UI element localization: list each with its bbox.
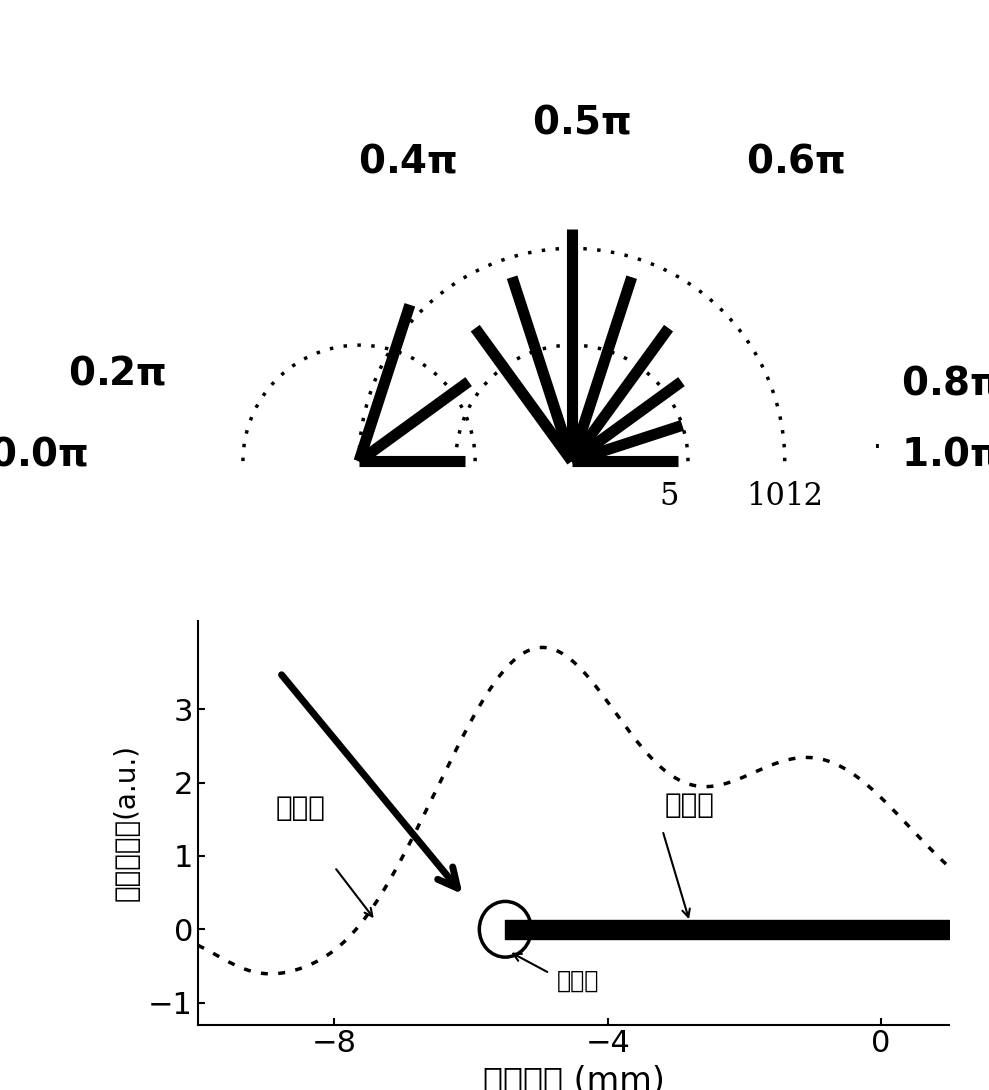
Text: $\mathbf{0.0\pi}$: $\mathbf{0.0\pi}$: [0, 437, 88, 474]
Text: .: .: [873, 426, 882, 453]
Text: $\mathbf{0.8\pi}$: $\mathbf{0.8\pi}$: [901, 365, 989, 402]
Text: 10: 10: [746, 481, 785, 511]
Y-axis label: 太赫兹幅度(a.u.): 太赫兹幅度(a.u.): [113, 744, 141, 901]
Text: 12: 12: [784, 481, 824, 511]
Text: 5: 5: [659, 481, 678, 511]
Text: $\mathbf{0.6\pi}$: $\mathbf{0.6\pi}$: [746, 144, 846, 181]
X-axis label: 光丝位置 (mm): 光丝位置 (mm): [483, 1064, 665, 1090]
Text: 负极性: 负极性: [275, 795, 325, 822]
Text: 正极性: 正极性: [665, 790, 715, 819]
Text: $\mathbf{0.5\pi}$: $\mathbf{0.5\pi}$: [532, 105, 631, 142]
Text: $\mathbf{1.0\pi}$: $\mathbf{1.0\pi}$: [901, 437, 989, 474]
Text: 反转点: 反转点: [557, 969, 599, 993]
Text: $\mathbf{0.4\pi}$: $\mathbf{0.4\pi}$: [358, 144, 457, 181]
Text: $\mathbf{0.2\pi}$: $\mathbf{0.2\pi}$: [68, 355, 165, 392]
